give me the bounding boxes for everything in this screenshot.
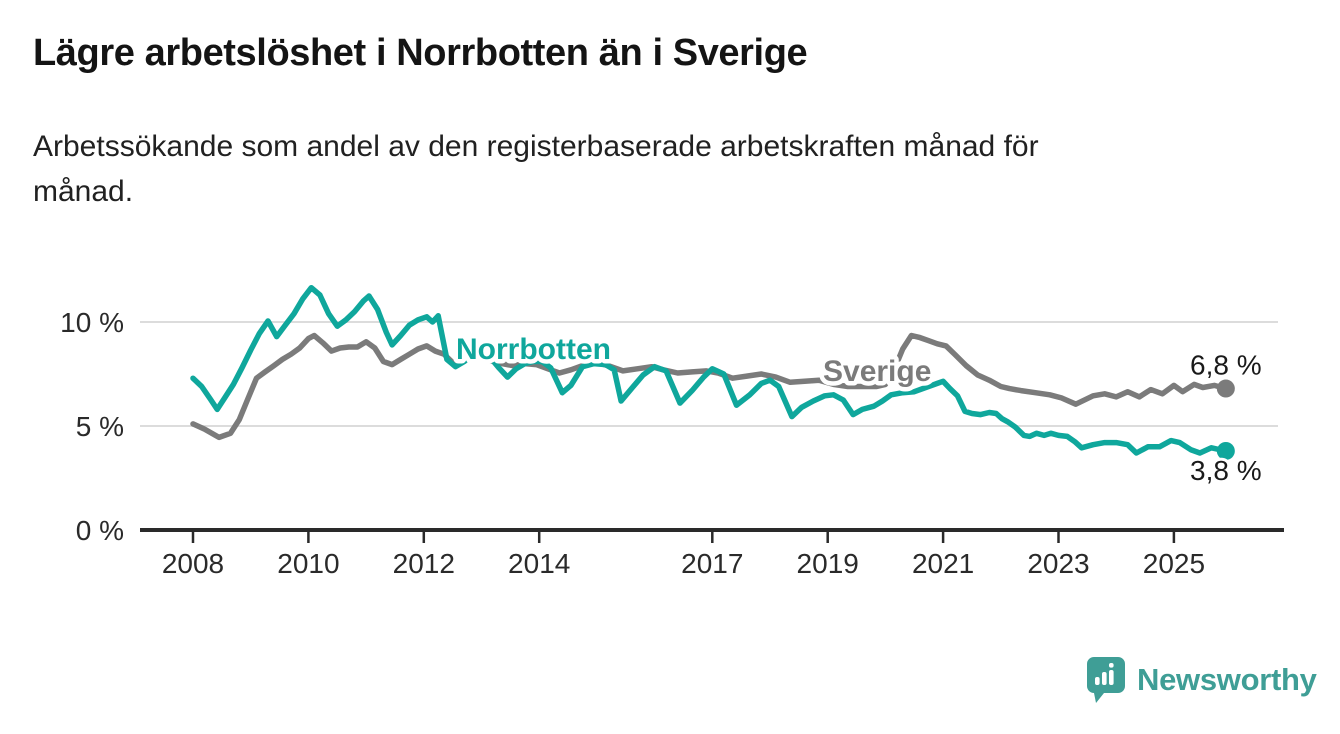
- series-label-sverige: Sverige: [823, 355, 931, 388]
- x-tick-label: 2019: [797, 548, 859, 579]
- newsworthy-logo-icon: [1087, 657, 1125, 703]
- brand-name: Newsworthy: [1137, 662, 1317, 697]
- end-value-label-sverige: 6,8 %: [1190, 350, 1262, 381]
- series-line-sverige: [190, 332, 1229, 441]
- subtitle-line-1: Arbetssökande som andel av den registerb…: [33, 130, 1039, 163]
- chart-subtitle: Arbetssökande som andel av den registerb…: [33, 124, 1039, 214]
- x-tick-label: 2017: [681, 548, 743, 579]
- page-title: Lägre arbetslöshet i Norrbotten än i Sve…: [33, 32, 808, 74]
- x-tick-label: 2023: [1027, 548, 1089, 579]
- end-dot-norrbotten: [1216, 441, 1235, 460]
- series-line-norrbotten: [190, 284, 1229, 456]
- newsworthy-brand: Newsworthy: [1086, 656, 1317, 704]
- y-tick-label: 5 %: [76, 411, 124, 442]
- subtitle-line-2: månad.: [33, 175, 134, 208]
- x-tick-label: 2025: [1143, 548, 1205, 579]
- x-tick-label: 2010: [277, 548, 339, 579]
- x-tick-label: 2008: [162, 548, 224, 579]
- y-tick-label: 0 %: [76, 515, 124, 546]
- x-tick-label: 2012: [393, 548, 455, 579]
- y-tick-label: 10 %: [60, 307, 124, 338]
- x-tick-label: 2021: [912, 548, 974, 579]
- end-dot-sverige: [1216, 379, 1235, 398]
- end-value-label-norrbotten: 3,8 %: [1190, 455, 1262, 486]
- x-tick-label: 2014: [508, 548, 570, 579]
- series-label-norrbotten: Norrbotten: [456, 333, 611, 366]
